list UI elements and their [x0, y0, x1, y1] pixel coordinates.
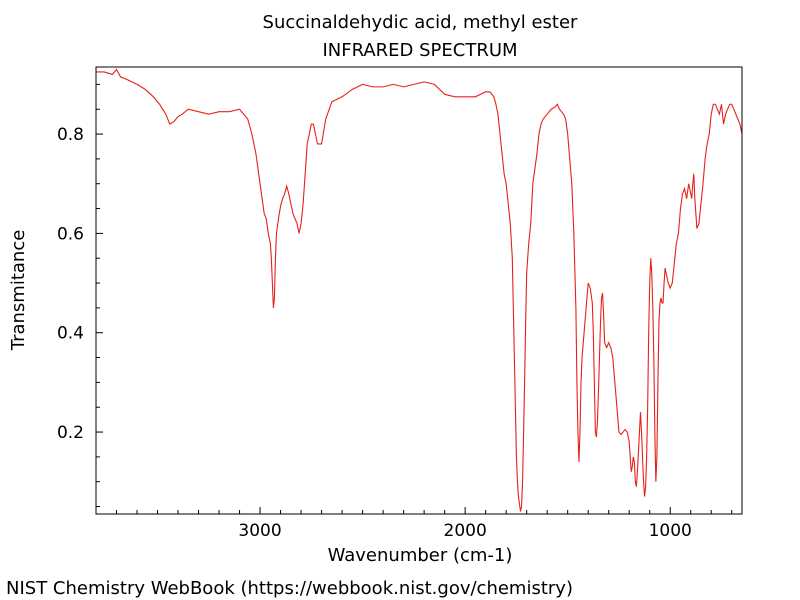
plot-frame [95, 66, 743, 515]
spectrum-series-line [96, 68, 743, 512]
x-tick-label: 3000 [238, 521, 281, 541]
y-tick-label: 0.6 [57, 224, 84, 244]
x-tick-label: 2000 [444, 521, 487, 541]
tick-labels: 3000 2000 1000 0.2 0.4 0.6 0.8 [57, 125, 692, 541]
chart-title: Succinaldehydic acid, methyl ester [263, 12, 579, 33]
axis-ticks [96, 83, 733, 514]
x-axis-label: Wavenumber (cm-1) [328, 545, 513, 566]
y-tick-label: 0.8 [57, 125, 84, 145]
y-axis-label: Transmitance [8, 230, 29, 352]
y-tick-label: 0.2 [57, 423, 84, 443]
footer-credit: NIST Chemistry WebBook (https://webbook.… [6, 578, 573, 599]
x-tick-label: 1000 [649, 521, 692, 541]
y-tick-label: 0.4 [57, 324, 84, 344]
chart-subtitle: INFRARED SPECTRUM [322, 40, 517, 61]
